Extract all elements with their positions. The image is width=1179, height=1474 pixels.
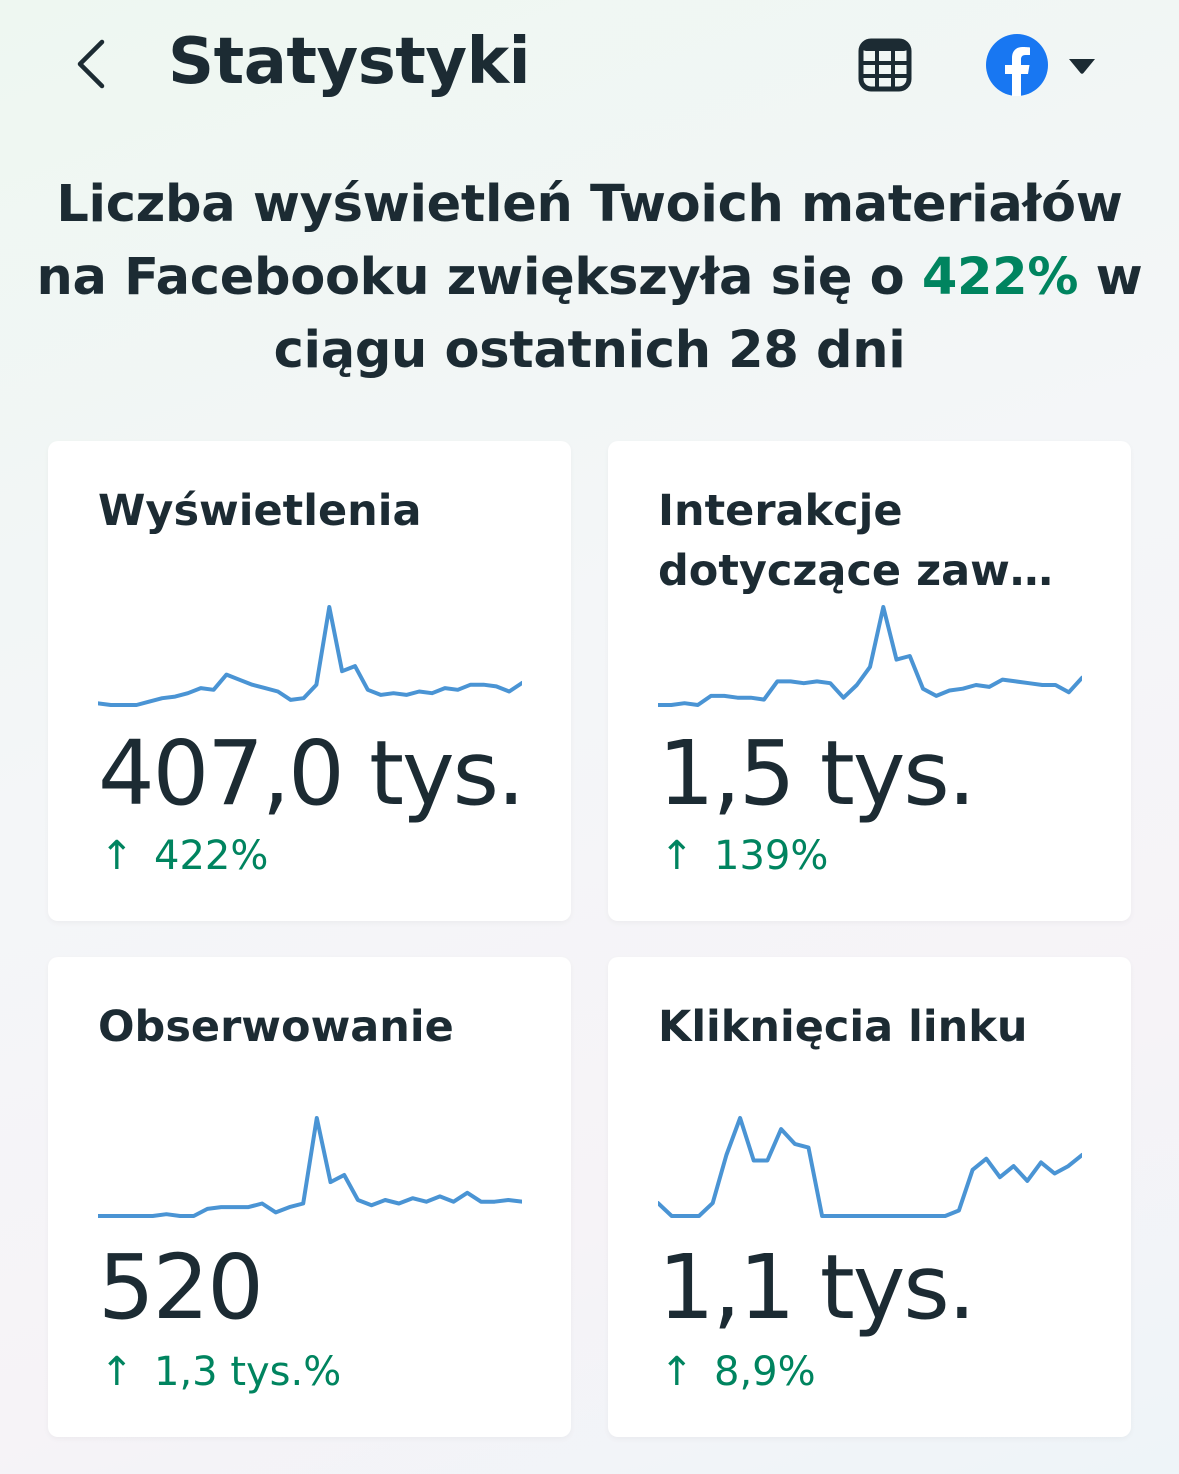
metric-value: 407,0 tys. [98, 721, 525, 825]
arrow-up-icon: ↑ [660, 833, 694, 879]
page-title: Statystyki [168, 25, 531, 99]
summary-headline: Liczba wyświetleń Twoich materiałów na F… [30, 168, 1149, 387]
headline-text: Liczba wyświetleń Twoich materiałów na F… [36, 175, 1123, 307]
sparkline-chart [658, 605, 1082, 707]
caret-down-icon [1069, 59, 1095, 74]
metric-value: 1,5 tys. [658, 721, 976, 825]
metric-card-interactions[interactable]: Interakcje dotyczące zaw… 1,5 tys. ↑ 139% [608, 441, 1131, 921]
card-title: Obserwowanie [98, 1002, 454, 1052]
change-value: 422% [154, 833, 269, 879]
card-title: Kliknięcia linku [658, 1002, 1028, 1052]
sparkline-chart [98, 1116, 522, 1218]
metric-value: 1,1 tys. [658, 1235, 976, 1339]
sparkline-chart [658, 1116, 1082, 1218]
metric-card-link-clicks[interactable]: Kliknięcia linku 1,1 tys. ↑ 8,9% [608, 957, 1131, 1437]
metric-change: ↑ 1,3 tys.% [100, 1347, 341, 1397]
back-button[interactable] [62, 32, 118, 96]
metric-change: ↑ 139% [660, 831, 828, 881]
calendar-icon [858, 38, 912, 92]
change-value: 1,3 tys.% [154, 1349, 342, 1395]
arrow-up-icon: ↑ [100, 833, 134, 879]
card-title: Wyświetlenia [98, 486, 422, 536]
metric-card-follows[interactable]: Obserwowanie 520 ↑ 1,3 tys.% [48, 957, 571, 1437]
account-switcher-button[interactable] [982, 30, 1100, 100]
metric-change: ↑ 422% [100, 831, 268, 881]
card-title: Interakcje dotyczące zaw… [658, 486, 1053, 596]
calendar-button[interactable] [852, 32, 918, 98]
metric-change: ↑ 8,9% [660, 1347, 816, 1397]
metric-value: 520 [98, 1235, 264, 1339]
arrow-up-icon: ↑ [660, 1349, 694, 1395]
metric-card-views[interactable]: Wyświetlenia 407,0 tys. ↑ 422% [48, 441, 571, 921]
top-bar: Statystyki [0, 0, 1179, 130]
headline-text-end: w ciągu ostatnich 28 dni [273, 248, 1143, 380]
arrow-up-icon: ↑ [100, 1349, 134, 1395]
headline-percent: 422% [921, 248, 1079, 307]
chevron-left-icon [77, 39, 105, 89]
change-value: 139% [714, 833, 829, 879]
change-value: 8,9% [714, 1349, 816, 1395]
facebook-icon [986, 34, 1048, 96]
sparkline-chart [98, 605, 522, 707]
